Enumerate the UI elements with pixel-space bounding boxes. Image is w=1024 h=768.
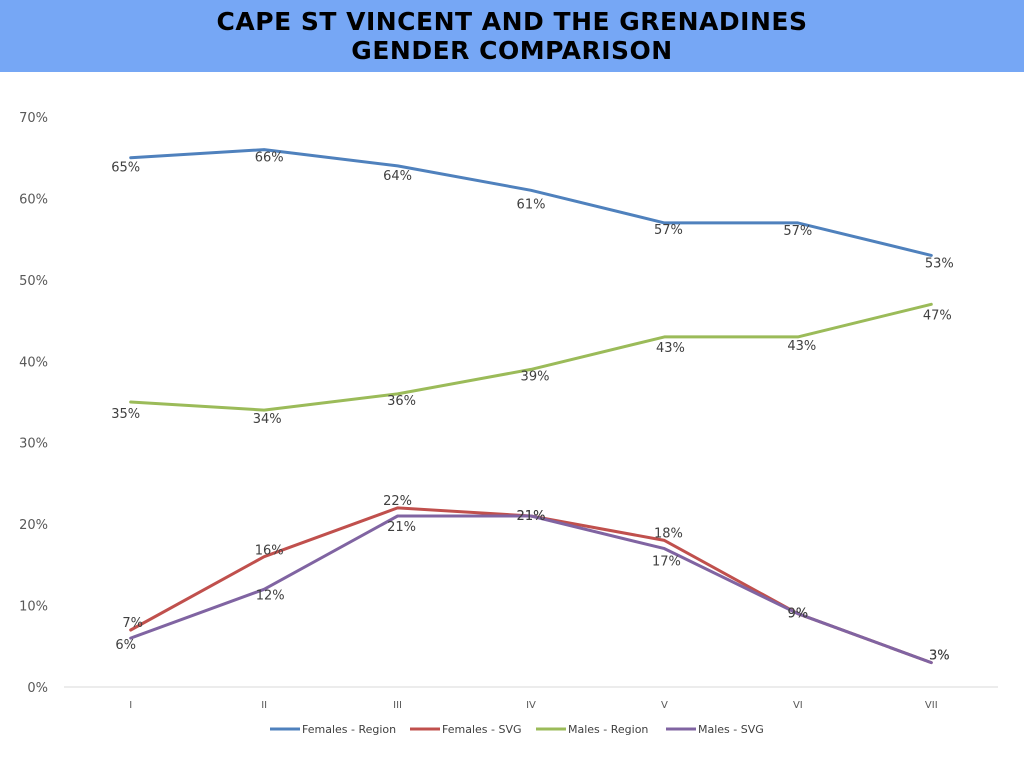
data-label: 66% [255, 151, 284, 166]
legend-entry: Males - SVG [698, 723, 764, 736]
line-chart: 0%10%20%30%40%50%60%70%I II III IV V VI VII65%… [19, 111, 998, 736]
y-tick-label: 20% [19, 518, 48, 533]
y-tick-label: 30% [19, 437, 48, 452]
data-label: 36% [387, 394, 416, 409]
x-tick-label: VII [925, 700, 938, 711]
data-label: 21% [517, 509, 546, 524]
data-label: 9% [788, 607, 809, 622]
data-label: 21% [517, 509, 546, 524]
data-label: 43% [787, 339, 816, 354]
legend-entry: Males - Region [568, 723, 648, 736]
data-label: 3% [929, 649, 950, 664]
data-label: 39% [521, 369, 550, 384]
data-label: 12% [256, 588, 285, 603]
y-tick-label: 0% [27, 681, 48, 696]
data-label: 64% [383, 169, 412, 184]
data-label: 35% [111, 407, 140, 422]
page-title-line-1: CAPE ST VINCENT AND THE GRENADINES [216, 7, 808, 36]
data-label: 7% [122, 616, 143, 631]
data-label: 57% [783, 224, 812, 239]
series-line [129, 148, 933, 257]
header-banner: CAPE ST VINCENT AND THE GRENADINES GENDE… [0, 0, 1024, 72]
y-tick-label: 60% [19, 192, 48, 207]
x-tick-label: III [393, 700, 402, 711]
y-tick-label: 70% [19, 111, 48, 126]
y-tick-label: 50% [19, 274, 48, 289]
x-tick-label: VI [793, 700, 803, 711]
data-label: 34% [253, 412, 282, 427]
legend-entry: Females - SVG [442, 723, 522, 736]
data-label: 47% [923, 308, 952, 323]
series-line [129, 514, 933, 665]
data-label: 6% [115, 638, 136, 653]
data-label: 16% [255, 544, 284, 559]
x-tick-label: II [261, 700, 267, 711]
x-tick-label: IV [526, 700, 536, 711]
series-line [129, 506, 933, 665]
series-line [129, 302, 933, 412]
x-tick-label: V [661, 700, 668, 711]
data-label: 17% [652, 555, 681, 570]
data-label: 9% [788, 607, 809, 622]
data-label: 43% [656, 341, 685, 356]
y-tick-label: 40% [19, 355, 48, 370]
x-tick-label: I [129, 700, 132, 711]
data-label: 53% [925, 256, 954, 271]
data-label: 18% [654, 526, 683, 541]
y-tick-label: 10% [19, 600, 48, 615]
data-label: 21% [387, 520, 416, 535]
data-label: 65% [111, 161, 140, 176]
data-label: 3% [929, 649, 950, 664]
data-label: 57% [654, 223, 683, 238]
page-title-line-2: GENDER COMPARISON [351, 36, 673, 65]
data-label: 61% [517, 197, 546, 212]
data-label: 22% [383, 494, 412, 509]
legend-entry: Females - Region [302, 723, 396, 736]
